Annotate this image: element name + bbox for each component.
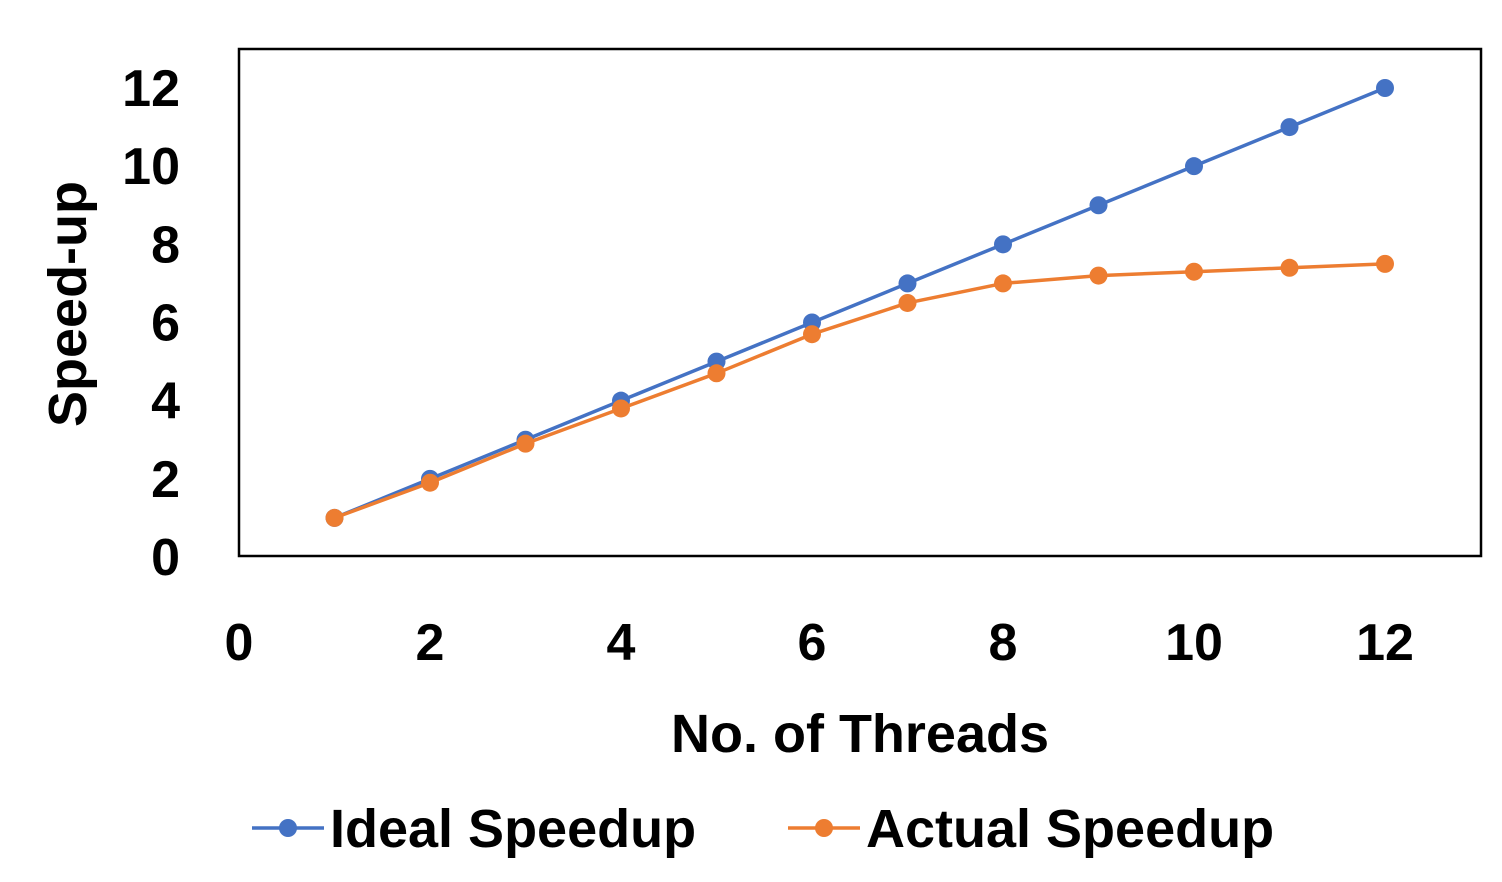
x-tick-label: 4	[607, 614, 636, 672]
ideal-speedup-point	[994, 235, 1012, 254]
actual-speedup-point	[898, 293, 917, 312]
legend-actual-speedup-label: Actual Speedup	[866, 799, 1274, 859]
ideal-speedup-point	[1089, 196, 1108, 215]
ideal-speedup-point	[1280, 118, 1299, 137]
y-tick-label: 10	[122, 138, 180, 196]
series-layer	[325, 79, 1394, 527]
x-tick-label: 0	[225, 614, 254, 672]
y-tick-label: 4	[151, 373, 180, 431]
y-axis-title: Speed-up	[38, 181, 98, 427]
ideal-speedup-point	[898, 274, 917, 293]
actual-speedup-point	[1280, 258, 1299, 277]
legend-ideal-speedup-marker	[279, 819, 297, 837]
actual-speedup-point	[994, 274, 1012, 293]
x-axis-title: No. of Threads	[671, 704, 1049, 764]
x-tick-label: 10	[1165, 614, 1223, 672]
actual-speedup-point	[803, 325, 821, 344]
y-tick-label: 6	[151, 295, 180, 353]
y-tick-label: 0	[151, 529, 180, 587]
ideal-speedup-line	[333, 86, 1386, 520]
x-tick-label: 2	[416, 614, 445, 672]
legend: Ideal Speedup Actual Speedup	[252, 799, 1274, 859]
ideal-speedup-point	[1376, 79, 1394, 97]
y-tick-label: 8	[151, 216, 180, 274]
y-axis-tick-labels: 0 2 4 6 8 10 12	[122, 60, 180, 587]
legend-ideal-speedup-label: Ideal Speedup	[330, 799, 696, 859]
y-tick-label: 12	[122, 60, 180, 118]
actual-speedup-point	[612, 399, 630, 418]
actual-speedup-point	[325, 508, 344, 527]
x-tick-label: 6	[798, 614, 827, 672]
x-axis-tick-labels: 0 2 4 6 8 10 12	[225, 614, 1414, 672]
actual-speedup-point	[707, 364, 726, 383]
actual-speedup-point	[421, 473, 439, 492]
actual-speedup-point	[516, 434, 535, 453]
y-tick-label: 2	[151, 451, 180, 509]
actual-speedup-line	[333, 262, 1386, 520]
x-tick-label: 12	[1356, 614, 1414, 672]
legend-actual-speedup-marker	[815, 819, 833, 837]
actual-speedup-point	[1185, 262, 1203, 281]
ideal-speedup-point	[1185, 157, 1203, 176]
actual-speedup-point	[1089, 266, 1108, 285]
x-tick-label: 8	[989, 614, 1018, 672]
actual-speedup-point	[1376, 254, 1394, 273]
